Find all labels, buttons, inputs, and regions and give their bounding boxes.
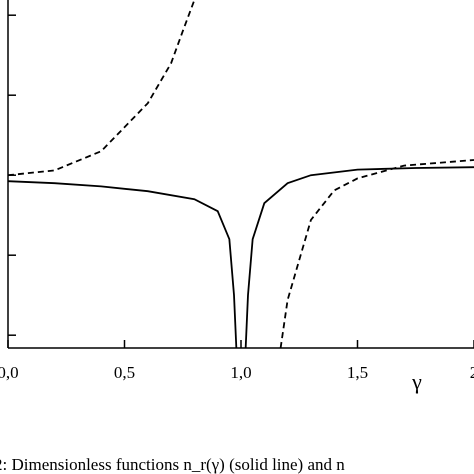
x-tick-label: 0,5 [114,363,135,382]
caption: 2: Dimensionless functions n_r(γ) (solid… [0,455,345,474]
line-series [8,0,474,348]
x-tick-label: 1,0 [230,363,251,382]
x-tick-label: 1,5 [347,363,368,382]
x-axis-label: γ [411,369,422,394]
x-tick-label: 0,0 [0,363,19,382]
x-tick-label: 2 [470,363,474,382]
line-series [8,166,474,348]
